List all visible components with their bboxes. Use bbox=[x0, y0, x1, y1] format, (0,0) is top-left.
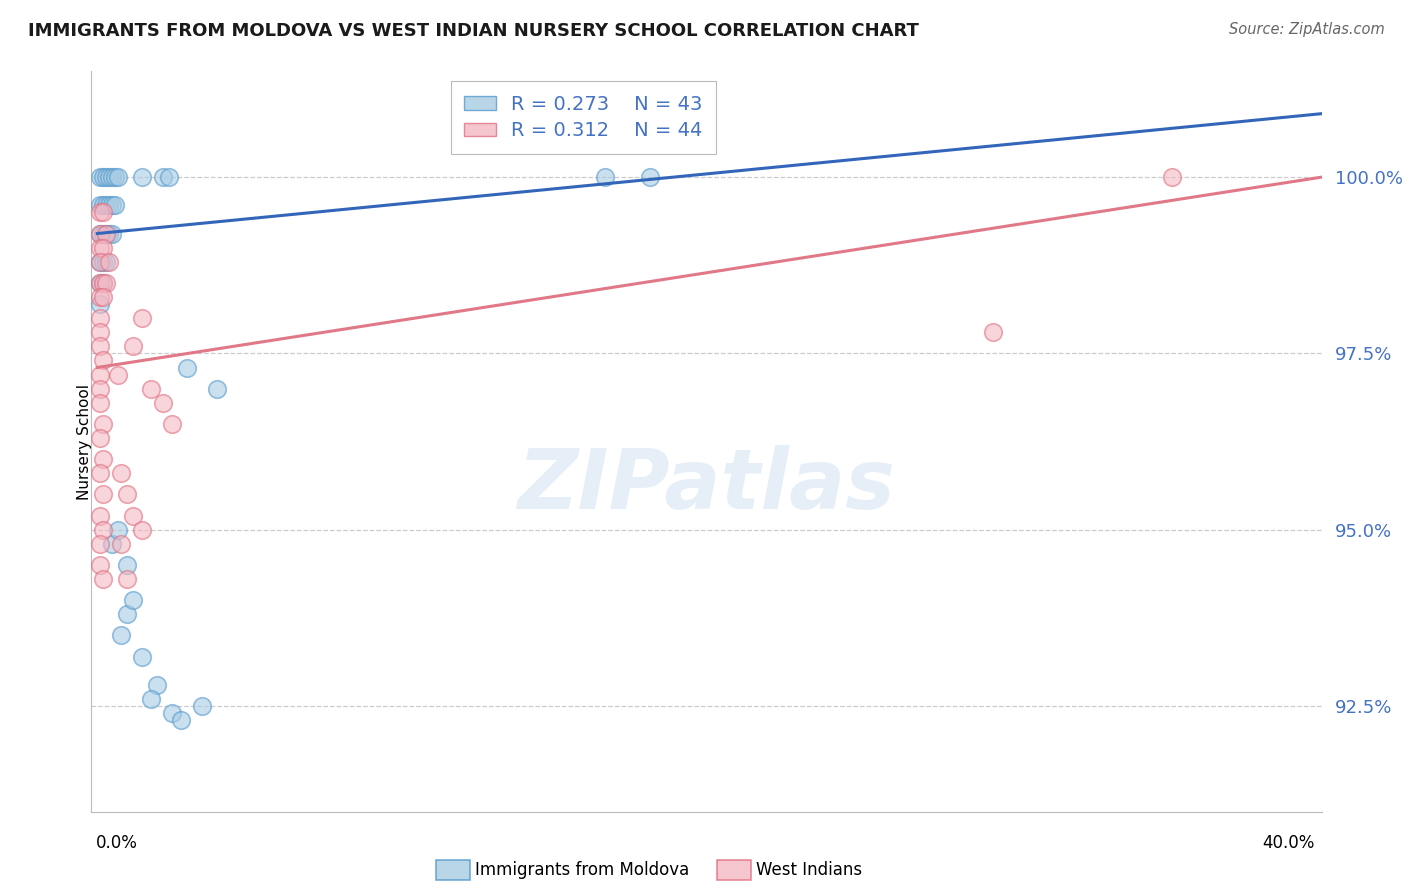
Point bbox=[107, 523, 129, 537]
Point bbox=[98, 170, 121, 185]
Point bbox=[89, 431, 111, 445]
Point bbox=[98, 254, 121, 268]
Point bbox=[91, 417, 114, 431]
Point bbox=[96, 198, 118, 212]
Point bbox=[91, 572, 114, 586]
Legend: R = 0.273    N = 43, R = 0.312    N = 44: R = 0.273 N = 43, R = 0.312 N = 44 bbox=[451, 81, 716, 154]
Text: Immigrants from Moldova: Immigrants from Moldova bbox=[475, 861, 689, 879]
Point bbox=[104, 170, 127, 185]
Point bbox=[89, 276, 111, 290]
Point bbox=[89, 382, 111, 396]
Point bbox=[170, 713, 193, 727]
Point bbox=[1161, 170, 1184, 185]
Point bbox=[110, 467, 132, 481]
Text: Source: ZipAtlas.com: Source: ZipAtlas.com bbox=[1229, 22, 1385, 37]
Point bbox=[157, 170, 180, 185]
Text: IMMIGRANTS FROM MOLDOVA VS WEST INDIAN NURSERY SCHOOL CORRELATION CHART: IMMIGRANTS FROM MOLDOVA VS WEST INDIAN N… bbox=[28, 22, 920, 40]
Text: ZIPatlas: ZIPatlas bbox=[517, 445, 896, 526]
Point bbox=[91, 205, 114, 219]
Point bbox=[91, 254, 114, 268]
Point bbox=[89, 396, 111, 410]
Point bbox=[89, 508, 111, 523]
Point bbox=[96, 276, 118, 290]
Point bbox=[96, 227, 118, 241]
Point bbox=[91, 276, 114, 290]
Point bbox=[638, 170, 661, 185]
Point bbox=[89, 325, 111, 339]
Point bbox=[131, 170, 153, 185]
Point bbox=[89, 368, 111, 382]
Point bbox=[89, 311, 111, 326]
Point bbox=[122, 339, 145, 353]
Point bbox=[91, 487, 114, 501]
Point bbox=[115, 558, 138, 572]
Point bbox=[101, 198, 124, 212]
Point bbox=[593, 170, 616, 185]
Point bbox=[131, 523, 153, 537]
Point bbox=[139, 382, 162, 396]
Point bbox=[89, 290, 111, 304]
Point bbox=[110, 628, 132, 642]
Point bbox=[91, 523, 114, 537]
Point bbox=[89, 558, 111, 572]
Point bbox=[107, 368, 129, 382]
Point bbox=[91, 198, 114, 212]
Point bbox=[91, 241, 114, 255]
Point bbox=[89, 254, 111, 268]
Point bbox=[191, 698, 214, 713]
Point bbox=[91, 276, 114, 290]
Point bbox=[160, 706, 183, 720]
Point bbox=[101, 537, 124, 551]
Point bbox=[131, 311, 153, 326]
Point bbox=[91, 170, 114, 185]
Point bbox=[91, 353, 114, 368]
Point bbox=[89, 227, 111, 241]
Point bbox=[96, 227, 118, 241]
Point bbox=[101, 170, 124, 185]
Point bbox=[89, 339, 111, 353]
Text: 40.0%: 40.0% bbox=[1263, 834, 1315, 852]
Point bbox=[981, 325, 1004, 339]
Point bbox=[176, 360, 198, 375]
Point bbox=[146, 678, 169, 692]
Point bbox=[96, 170, 118, 185]
Point bbox=[152, 170, 174, 185]
Text: 0.0%: 0.0% bbox=[96, 834, 138, 852]
Point bbox=[89, 205, 111, 219]
Point bbox=[104, 198, 127, 212]
Point bbox=[152, 396, 174, 410]
Point bbox=[122, 593, 145, 607]
Point bbox=[110, 537, 132, 551]
Y-axis label: Nursery School: Nursery School bbox=[77, 384, 91, 500]
Point bbox=[89, 467, 111, 481]
Point bbox=[89, 198, 111, 212]
Point bbox=[98, 198, 121, 212]
Point bbox=[98, 227, 121, 241]
Point bbox=[160, 417, 183, 431]
Point bbox=[115, 572, 138, 586]
Point bbox=[101, 227, 124, 241]
Point bbox=[96, 254, 118, 268]
Point bbox=[122, 508, 145, 523]
Point bbox=[91, 452, 114, 467]
Point bbox=[89, 254, 111, 268]
Point bbox=[205, 382, 228, 396]
Point bbox=[115, 607, 138, 622]
Point bbox=[89, 537, 111, 551]
Point bbox=[89, 227, 111, 241]
Point bbox=[131, 649, 153, 664]
Point bbox=[115, 487, 138, 501]
Point bbox=[89, 170, 111, 185]
Point bbox=[89, 276, 111, 290]
Point bbox=[89, 241, 111, 255]
Point bbox=[139, 692, 162, 706]
Text: West Indians: West Indians bbox=[756, 861, 862, 879]
Point bbox=[91, 290, 114, 304]
Point bbox=[91, 227, 114, 241]
Point bbox=[107, 170, 129, 185]
Point bbox=[89, 297, 111, 311]
